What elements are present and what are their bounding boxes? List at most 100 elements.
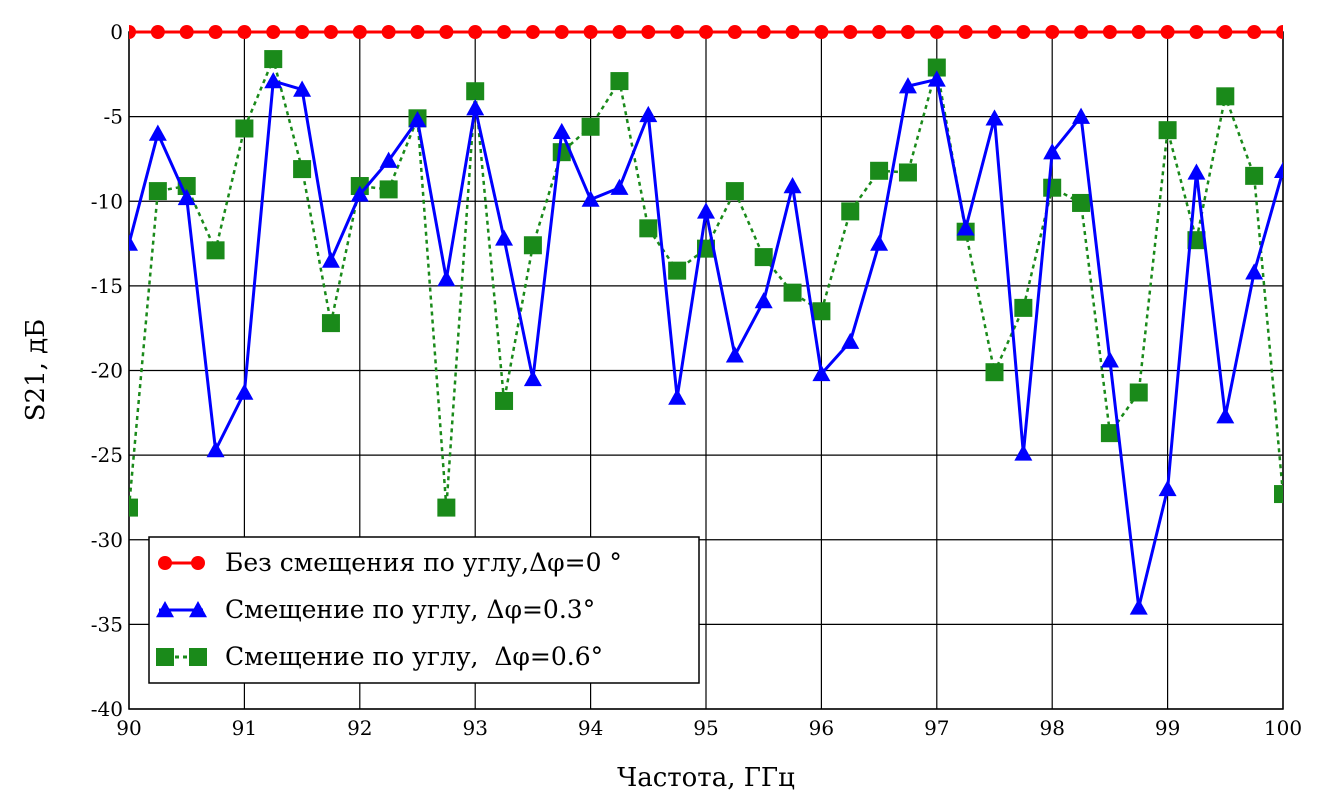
data-point <box>1102 25 1117 39</box>
data-point <box>1247 25 1262 39</box>
series-2 <box>129 70 1283 615</box>
legend-label: Смещение по углу, Δφ=0.6° <box>225 642 603 671</box>
data-point <box>699 25 713 39</box>
data-point <box>610 178 629 195</box>
data-point <box>987 25 1002 39</box>
data-point <box>1158 121 1177 140</box>
data-point <box>814 25 829 39</box>
data-point <box>1218 25 1233 39</box>
data-point <box>841 202 860 221</box>
data-point <box>523 236 542 255</box>
series-1 <box>129 25 1283 39</box>
data-point <box>1072 107 1091 124</box>
data-point <box>639 105 658 123</box>
data-point <box>408 111 427 128</box>
x-axis-label: Частота, ГГц <box>617 763 795 793</box>
data-point <box>754 292 773 309</box>
data-point <box>468 25 483 39</box>
data-point <box>148 182 167 201</box>
data-point <box>264 72 283 89</box>
data-point <box>1131 25 1146 39</box>
legend-marker <box>158 556 172 570</box>
data-point <box>554 25 569 39</box>
data-point <box>697 202 715 219</box>
data-point <box>1074 25 1089 39</box>
data-point <box>293 160 312 179</box>
x-tick-label: 98 <box>1039 716 1064 740</box>
data-point <box>497 25 512 39</box>
data-point <box>756 25 771 39</box>
data-point <box>552 122 571 140</box>
data-point <box>293 80 312 97</box>
data-point <box>552 143 571 162</box>
data-point <box>129 234 138 251</box>
x-tick-label: 91 <box>232 716 257 740</box>
x-tick-label: 100 <box>1264 716 1302 740</box>
data-point <box>495 391 514 410</box>
legend-entry-3: Смещение по углу, Δφ=0.6° <box>156 642 603 671</box>
data-point <box>1187 163 1206 180</box>
data-point <box>956 219 975 236</box>
y-tick-label: -20 <box>91 359 123 383</box>
data-point <box>410 25 425 39</box>
data-point <box>150 25 165 39</box>
data-point <box>870 234 889 251</box>
data-point <box>148 124 167 141</box>
x-tick-label: 93 <box>462 716 487 740</box>
data-point <box>927 70 946 87</box>
data-point <box>1043 178 1062 197</box>
data-point <box>264 50 283 69</box>
y-tick-label: -40 <box>91 697 123 721</box>
data-point <box>870 161 889 180</box>
data-point <box>237 25 252 39</box>
data-point <box>843 25 858 39</box>
data-point <box>958 25 973 39</box>
data-point <box>812 302 831 321</box>
data-point <box>610 72 629 91</box>
data-point <box>235 119 254 138</box>
x-tick-label: 99 <box>1155 716 1180 740</box>
data-point <box>1014 444 1033 461</box>
data-point <box>1216 87 1235 106</box>
legend-label: Без смещения по углу,Δφ=0 ° <box>225 548 622 577</box>
data-point <box>1276 25 1283 39</box>
data-point <box>323 25 338 39</box>
data-point <box>1216 407 1235 424</box>
y-tick-label: -25 <box>91 443 123 467</box>
legend-marker <box>189 601 207 618</box>
x-tick-labels: 90 91 92 93 94 95 96 97 98 99 100 <box>116 716 1302 740</box>
legend-entry-1: Без смещения по углу,Δφ=0 ° <box>158 548 622 577</box>
data-point <box>583 25 598 39</box>
data-point <box>379 151 398 168</box>
x-tick-label: 95 <box>693 716 718 740</box>
data-point <box>321 251 340 268</box>
data-point <box>235 383 254 400</box>
data-point <box>208 25 223 39</box>
data-point <box>641 25 656 39</box>
data-point <box>812 364 831 382</box>
data-point <box>466 99 485 116</box>
data-point <box>900 25 915 39</box>
data-point <box>381 25 396 39</box>
data-point <box>295 25 310 39</box>
legend-label: Смещение по углу, Δφ=0.3° <box>225 595 595 624</box>
x-tick-label: 90 <box>116 716 141 740</box>
y-tick-labels: 0 -5 -10 -15 -20 -25 -30 -35 -40 <box>91 20 123 721</box>
data-point <box>206 441 225 458</box>
data-point <box>581 190 600 207</box>
data-point <box>437 498 456 517</box>
data-point <box>525 25 540 39</box>
data-point <box>1129 598 1148 615</box>
y-tick-label: 0 <box>110 20 123 44</box>
data-point <box>1014 298 1033 317</box>
y-tick-label: -5 <box>104 105 123 129</box>
data-point <box>668 261 687 280</box>
legend-marker <box>189 648 207 666</box>
data-point <box>523 369 542 387</box>
data-point <box>321 314 340 333</box>
legend: Без смещения по углу,Δφ=0 ° Смещение по у… <box>148 536 700 684</box>
data-point <box>670 25 685 39</box>
data-point <box>1160 25 1175 39</box>
data-point <box>206 241 225 260</box>
data-point <box>783 283 802 302</box>
